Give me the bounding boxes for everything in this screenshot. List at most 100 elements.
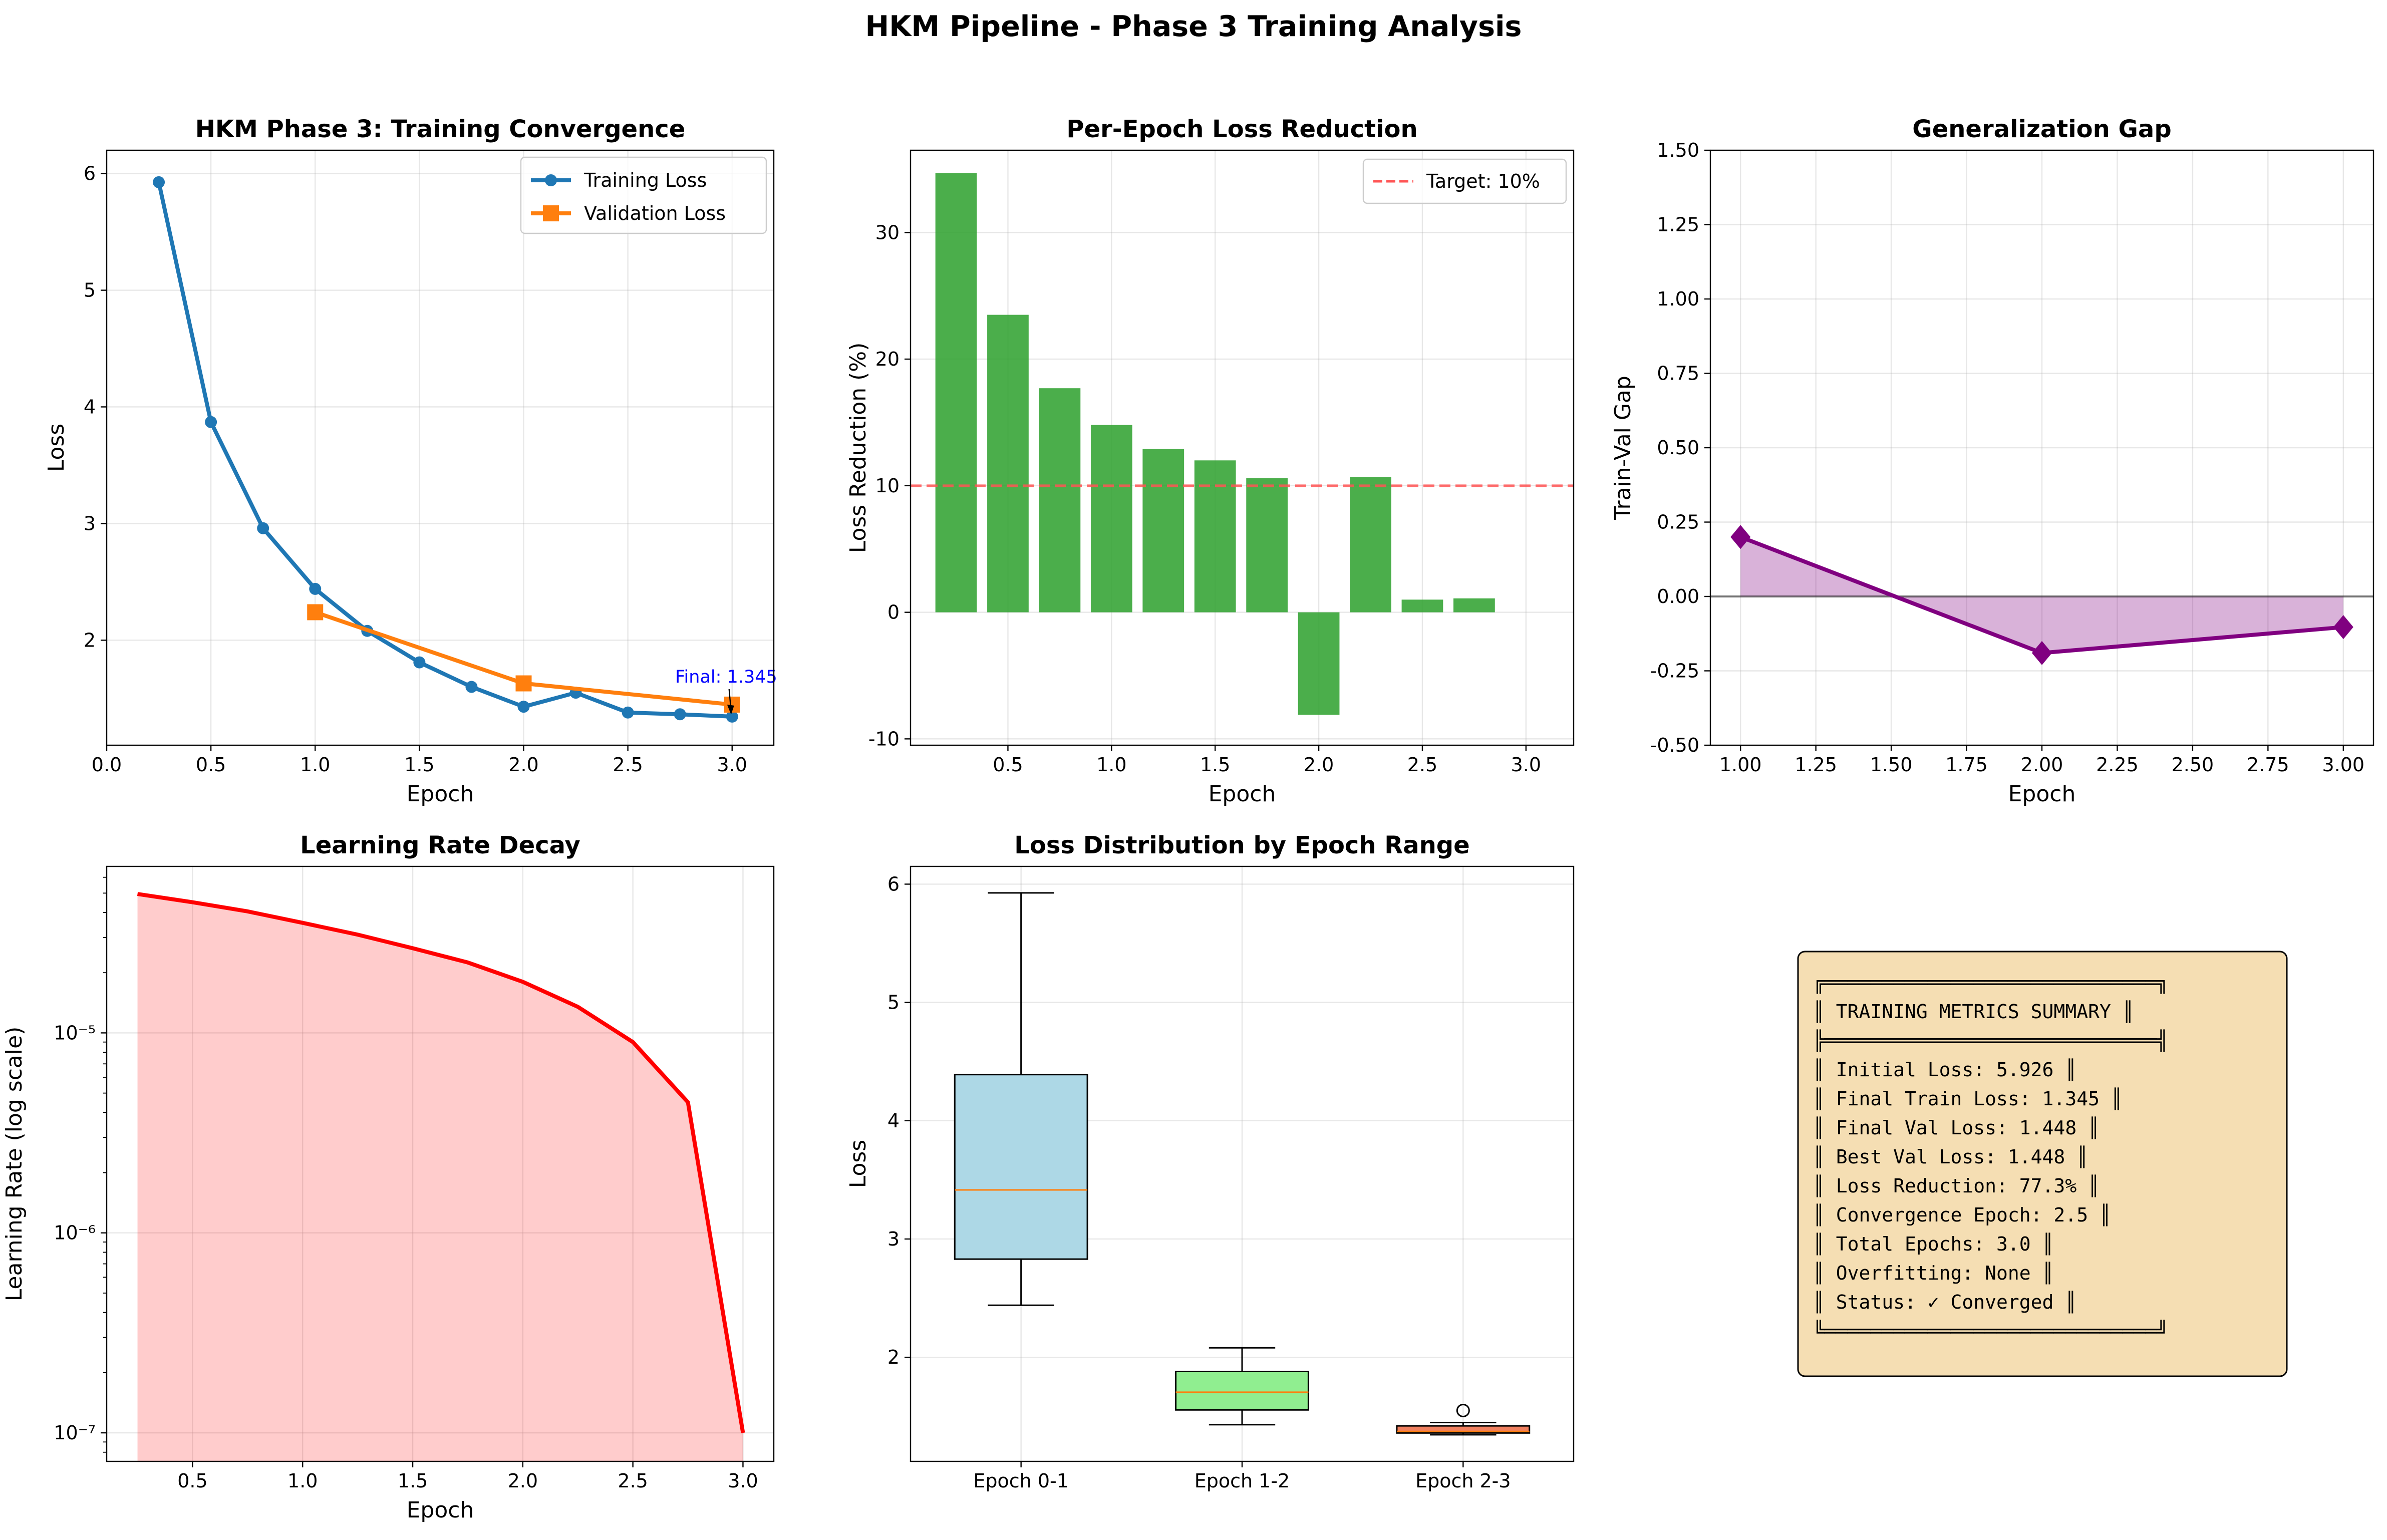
bar — [935, 173, 977, 612]
data-point — [307, 604, 324, 621]
y-tick-label: 1.00 — [1657, 288, 1699, 310]
x-tick-label: 2.0 — [508, 754, 538, 776]
chart-title: Learning Rate Decay — [300, 831, 580, 859]
loss-reduction-chart: Per-Epoch Loss Reduction 0.5 1.0 1.5 2.0 2.5 3… — [845, 115, 1575, 807]
summary-line: ║ Best Val Loss: 1.448 ║ — [1813, 1145, 2088, 1168]
learning-rate-chart: Learning Rate Decay 0.5 1.0 1.5 2.0 2.5 3.0 10⁻… — [2, 831, 775, 1523]
data-point — [257, 522, 269, 534]
data-point — [465, 681, 478, 693]
series-line-0 — [157, 181, 732, 719]
y-tick-label: 0.50 — [1657, 437, 1699, 459]
x-tick-label: 2.0 — [1304, 754, 1334, 776]
x-tick-label: 0.5 — [196, 754, 226, 776]
summary-line: ║ Initial Loss: 5.926 ║ — [1813, 1058, 2076, 1081]
y-tick-label: 2 — [84, 629, 96, 651]
summary-line: ║ Final Val Loss: 1.448 ║ — [1813, 1116, 2100, 1139]
x-tick-label: 0.5 — [993, 754, 1023, 776]
y-tick-label: 3 — [887, 1228, 900, 1250]
metrics-summary-panel: ╔═════════════════════════════╗ ║ TRAININ… — [1797, 951, 2288, 1377]
x-tick-label: 2.00 — [2021, 754, 2063, 776]
y-tick-label: -0.50 — [1650, 734, 1699, 756]
bar — [1401, 599, 1443, 612]
y-tick-label: 30 — [875, 221, 900, 243]
legend-label: Validation Loss — [584, 202, 726, 224]
box — [954, 1074, 1088, 1260]
legend-label: Training Loss — [583, 169, 707, 191]
summary-line: ║ Overfitting: None ║ — [1813, 1262, 2053, 1285]
y-tick-label: 10⁻⁷ — [54, 1422, 96, 1444]
y-tick-label: 6 — [84, 163, 96, 185]
figure-suptitle: HKM Pipeline - Phase 3 Training Analysis — [865, 10, 1522, 43]
x-axis-label: Epoch — [1209, 781, 1276, 807]
x-axis-label: Epoch — [407, 781, 474, 807]
outlier-point — [1456, 1403, 1470, 1417]
x-tick-label: 1.75 — [1945, 754, 1988, 776]
annotation-label: Final: 1.345 — [675, 667, 777, 687]
annotation-arrow-head — [727, 704, 734, 715]
plot-area — [137, 892, 745, 1461]
legend-box — [520, 156, 767, 234]
x-tick-label: 2.0 — [508, 1470, 538, 1492]
bar — [1350, 477, 1391, 612]
summary-line: ║ Convergence Epoch: 2.5 ║ — [1813, 1203, 2111, 1226]
chart-title: Loss Distribution by Epoch Range — [1014, 831, 1469, 859]
bar — [1194, 460, 1236, 612]
x-tick-label: Epoch 0-1 — [973, 1470, 1069, 1492]
data-point — [674, 708, 686, 721]
data-point — [515, 675, 532, 692]
x-tick-label: 2.5 — [618, 1470, 648, 1492]
y-tick-label: 1.25 — [1657, 214, 1699, 236]
gap-area — [1740, 537, 2343, 653]
x-tick-label: 2.50 — [2172, 754, 2214, 776]
summary-line: ╔═════════════════════════════╗ — [1813, 972, 2168, 994]
chart-title: Per-Epoch Loss Reduction — [1066, 115, 1417, 143]
y-tick-label: 0.25 — [1657, 511, 1699, 533]
y-tick-label: 5 — [84, 279, 96, 301]
y-tick-label: 0.00 — [1657, 585, 1699, 607]
axes-frame — [106, 865, 775, 1462]
summary-line: ╚═════════════════════════════╝ — [1813, 1320, 2168, 1342]
x-tick-label: 2.75 — [2247, 754, 2289, 776]
x-tick-label: Epoch 1-2 — [1195, 1470, 1290, 1492]
data-point — [622, 706, 634, 719]
axes-frame — [106, 149, 775, 746]
summary-line: ║ Final Train Loss: 1.345 ║ — [1813, 1087, 2123, 1110]
plot-area — [1710, 525, 2373, 665]
x-tick-label: 3.0 — [717, 754, 747, 776]
x-axis-label: Epoch — [2008, 781, 2076, 807]
y-tick-label: 4 — [887, 1110, 900, 1132]
y-tick-label: 3 — [84, 512, 96, 534]
x-tick-label: 1.0 — [1096, 754, 1126, 776]
bar — [1246, 478, 1288, 612]
summary-line: ║ Status: ✓ Converged ║ — [1813, 1291, 2076, 1314]
convergence-chart: Final: 1.345 HKM Phase 3: Training Conver… — [44, 115, 777, 807]
data-point — [309, 582, 322, 595]
summary-line: ║ Loss Reduction: 77.3% ║ — [1813, 1174, 2100, 1197]
lr-area — [137, 894, 743, 1461]
chart-title: Generalization Gap — [1912, 115, 2171, 143]
x-axis-label: Epoch — [407, 1497, 474, 1523]
generalization-gap-chart: Generalization Gap 1.00 1.25 1.50 1.75 2.00 2.… — [1610, 115, 2374, 807]
x-tick-label: Epoch 2-3 — [1415, 1470, 1511, 1492]
y-axis-label: Loss — [44, 424, 69, 472]
data-point — [205, 416, 217, 428]
bar — [1298, 612, 1340, 715]
y-tick-label: 10⁻⁶ — [54, 1222, 96, 1244]
x-tick-label: 1.5 — [1200, 754, 1230, 776]
summary-background — [1797, 951, 2288, 1377]
box — [1175, 1371, 1309, 1411]
x-tick-label: 2.25 — [2096, 754, 2139, 776]
y-tick-label: 10⁻⁵ — [54, 1022, 96, 1044]
bar — [987, 315, 1029, 612]
x-tick-label: 2.5 — [1407, 754, 1437, 776]
x-tick-label: 3.00 — [2322, 754, 2365, 776]
legend-box — [1362, 158, 1567, 204]
bar — [1090, 425, 1132, 612]
y-tick-label: 5 — [887, 992, 900, 1014]
y-tick-label: 6 — [887, 873, 900, 895]
y-axis-label: Learning Rate (log scale) — [2, 1027, 27, 1302]
data-point — [413, 656, 426, 669]
y-axis-label: Loss — [845, 1140, 871, 1188]
summary-line: ╠═════════════════════════════╣ — [1813, 1029, 2168, 1052]
axes-frame — [910, 149, 1575, 746]
